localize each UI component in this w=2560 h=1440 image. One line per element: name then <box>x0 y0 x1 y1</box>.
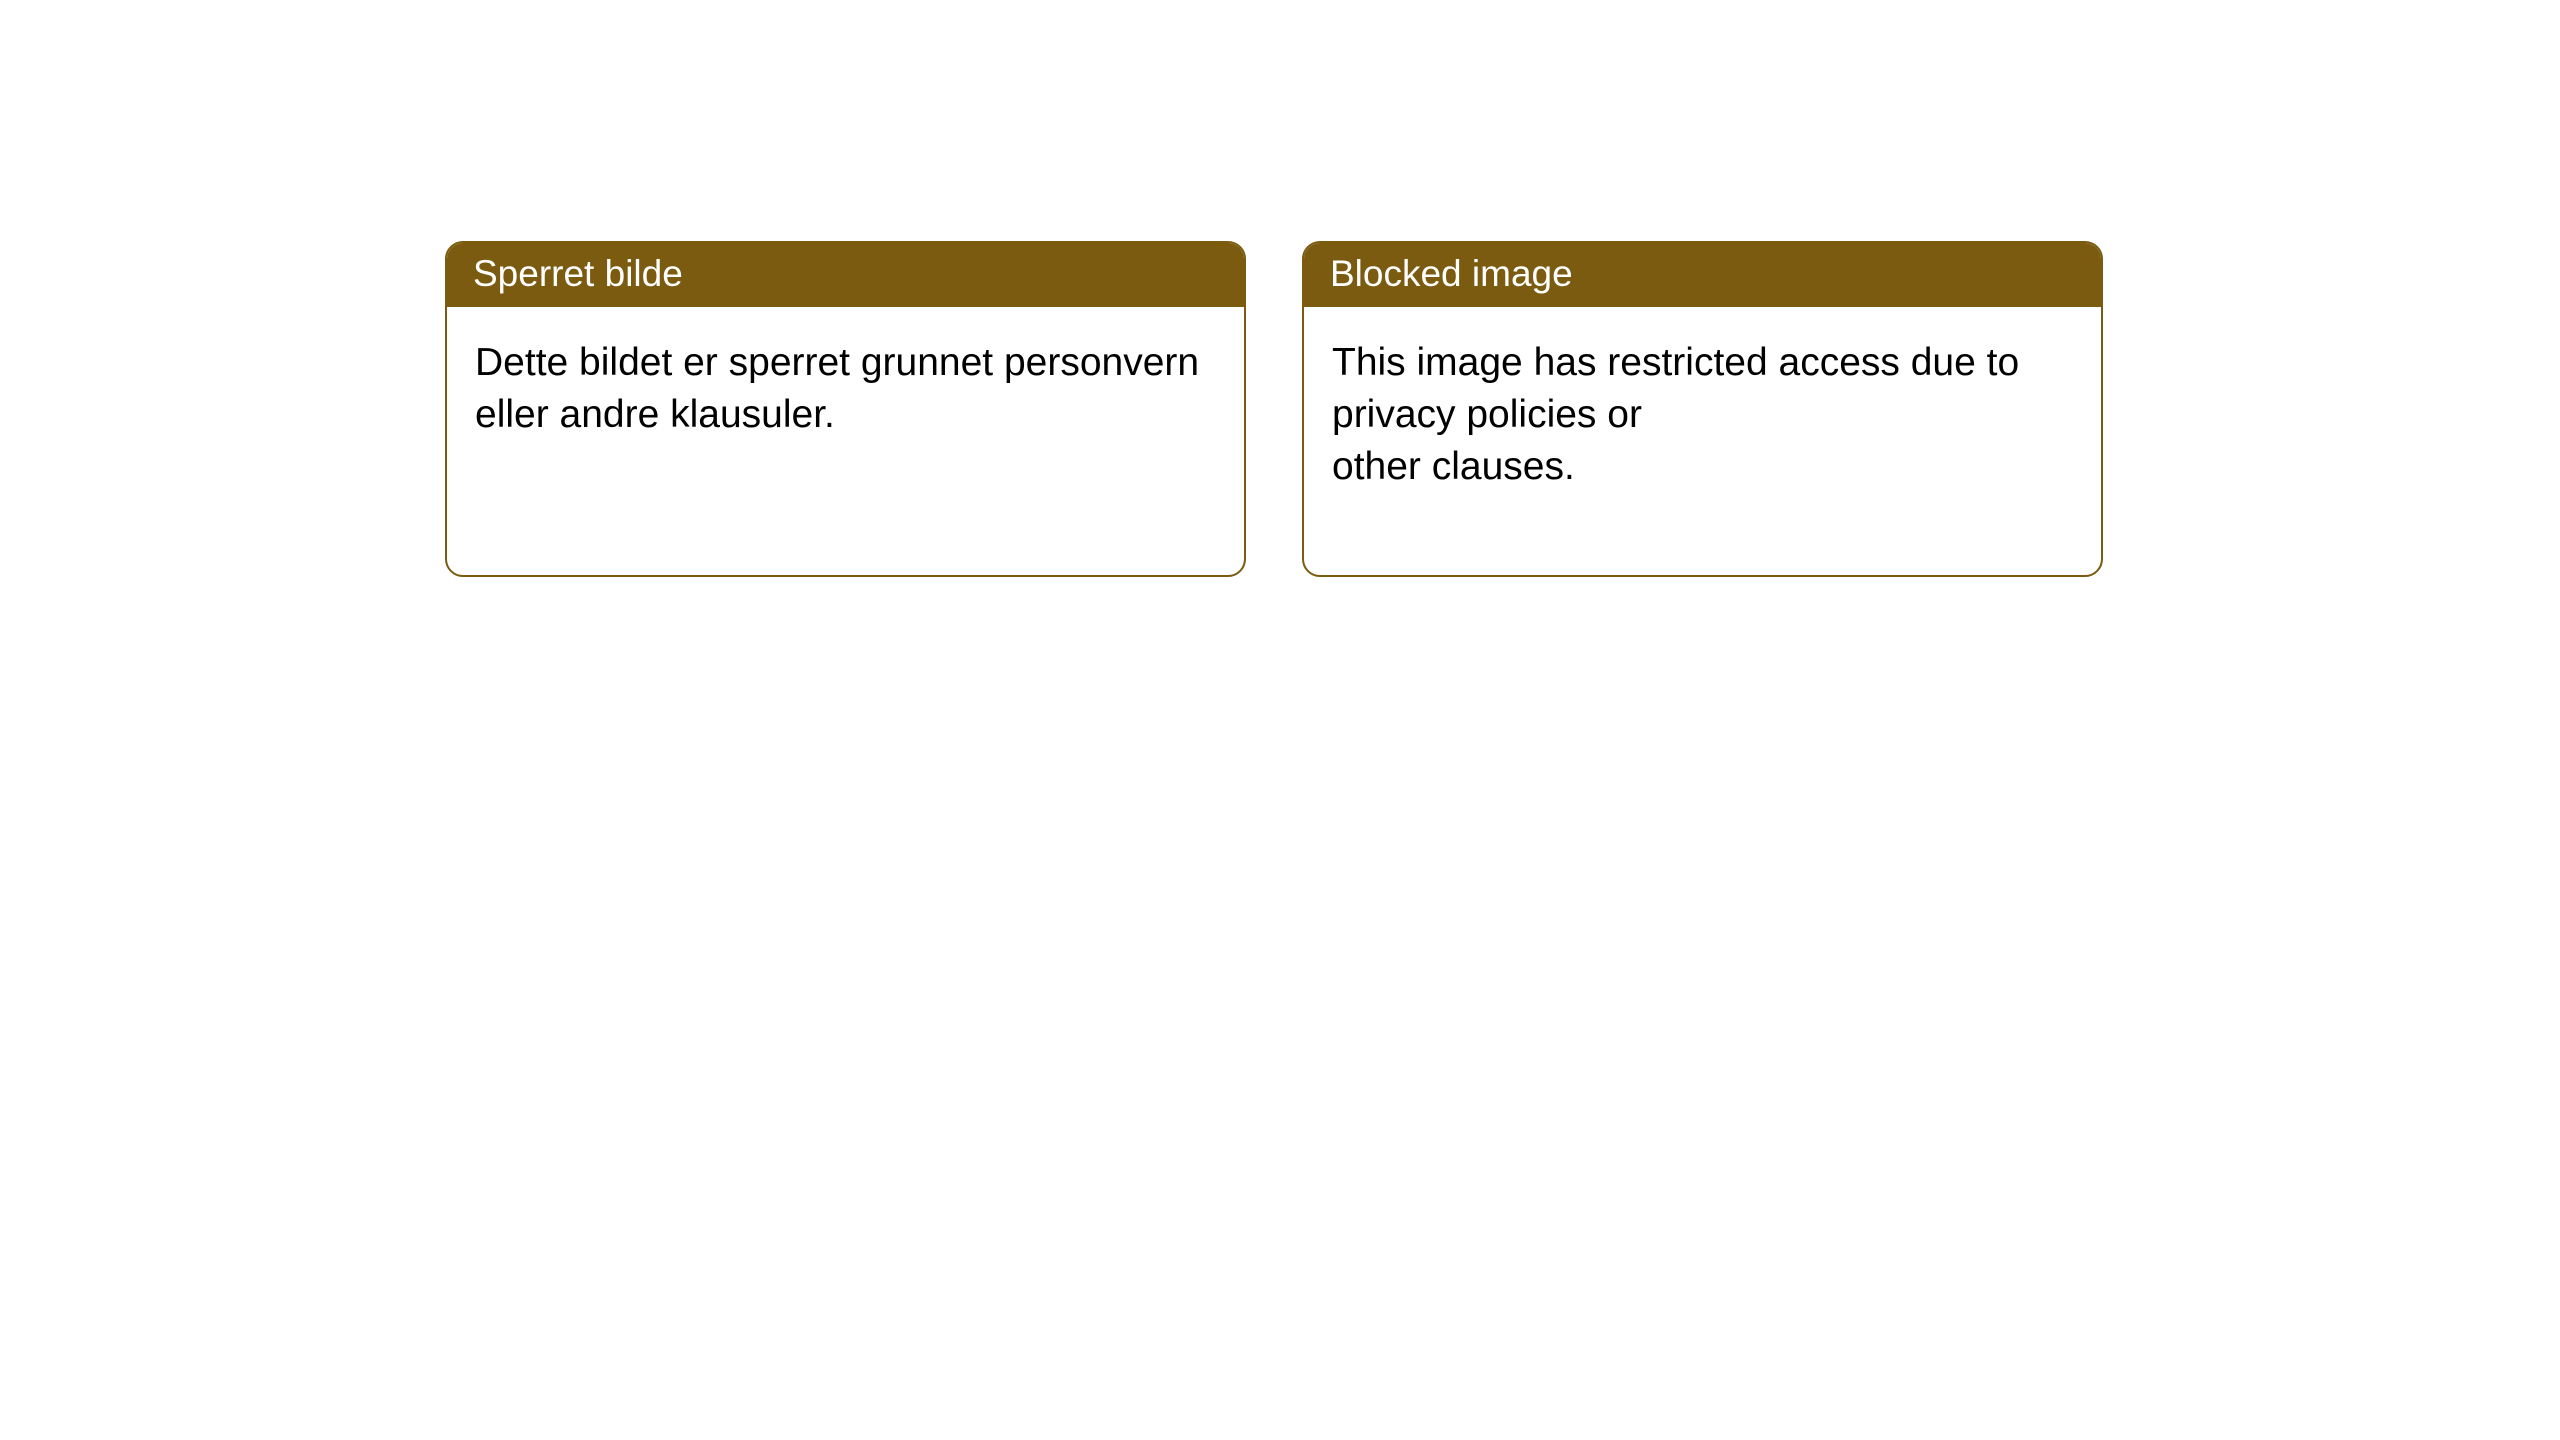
notice-body-norwegian: Dette bildet er sperret grunnet personve… <box>447 307 1244 575</box>
notice-card-english: Blocked image This image has restricted … <box>1302 241 2103 577</box>
notice-header-norwegian: Sperret bilde <box>447 243 1244 307</box>
notice-card-norwegian: Sperret bilde Dette bildet er sperret gr… <box>445 241 1246 577</box>
notice-container: Sperret bilde Dette bildet er sperret gr… <box>0 0 2560 577</box>
notice-body-english: This image has restricted access due to … <box>1304 307 2101 575</box>
notice-header-english: Blocked image <box>1304 243 2101 307</box>
